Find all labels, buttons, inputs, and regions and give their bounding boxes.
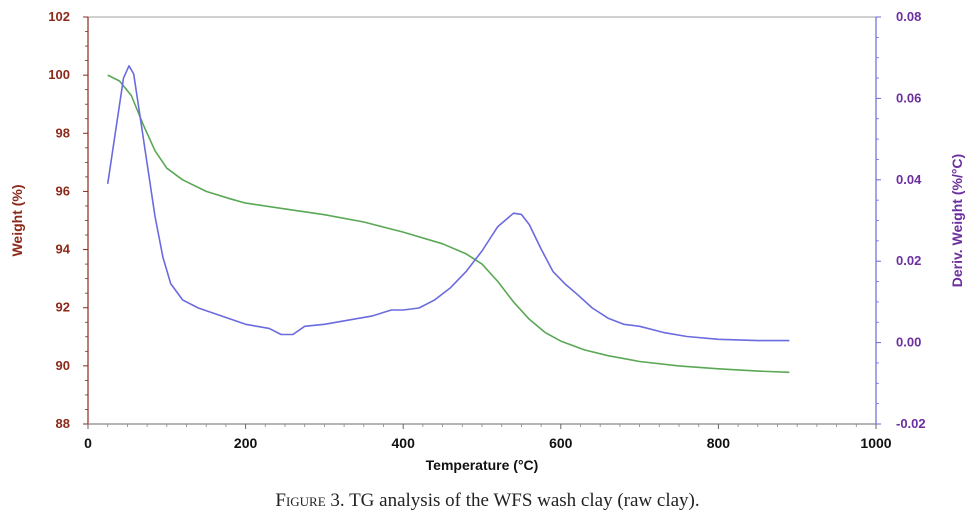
left-tick-label: 88 [56, 416, 70, 431]
right-tick-label: -0.02 [896, 416, 926, 431]
weight-line [107, 74, 790, 374]
left-tick-label: 100 [48, 67, 70, 82]
x-axis: 0 200 400 600 800 1000 [84, 423, 892, 451]
left-y-axis: 88 90 92 94 96 98 100 102 [48, 9, 89, 431]
figure-caption: Figure 3. TG analysis of the WFS wash cl… [0, 490, 975, 512]
right-tick-label: 0.00 [896, 335, 921, 350]
caption-prefix: Figure [275, 490, 326, 511]
series-layer [106, 65, 790, 374]
derivative-weight-line [106, 65, 790, 342]
left-tick-label: 98 [56, 125, 70, 140]
caption-text: 3. TG analysis of the WFS wash clay (raw… [325, 490, 700, 511]
y-axis-title: Weight (%) [9, 184, 25, 256]
right-y-axis: -0.02 0.00 0.02 0.04 0.06 0.08 [875, 9, 926, 431]
plot-frame [87, 16, 877, 425]
x-tick-label: 600 [549, 435, 573, 451]
tga-chart: 88 90 92 94 96 98 100 102 -0.02 0.00 0.02 0.04 0.06… [9, 9, 965, 473]
right-tick-label: 0.02 [896, 253, 921, 268]
x-tick-label: 200 [234, 435, 258, 451]
left-tick-label: 90 [56, 358, 70, 373]
x-tick-label: 1000 [860, 435, 891, 451]
x-tick-label: 0 [84, 435, 92, 451]
left-tick-label: 94 [56, 242, 71, 257]
y2-axis-title: Deriv. Weight (%/°C) [949, 154, 965, 287]
x-tick-label: 400 [392, 435, 416, 451]
left-tick-label: 102 [48, 9, 70, 24]
right-tick-label: 0.06 [896, 90, 921, 105]
right-tick-label: 0.08 [896, 9, 921, 24]
left-tick-label: 92 [56, 300, 70, 315]
right-tick-label: 0.04 [896, 172, 922, 187]
x-tick-label: 800 [707, 435, 731, 451]
x-axis-title: Temperature (°C) [426, 457, 539, 473]
left-tick-label: 96 [56, 183, 70, 198]
